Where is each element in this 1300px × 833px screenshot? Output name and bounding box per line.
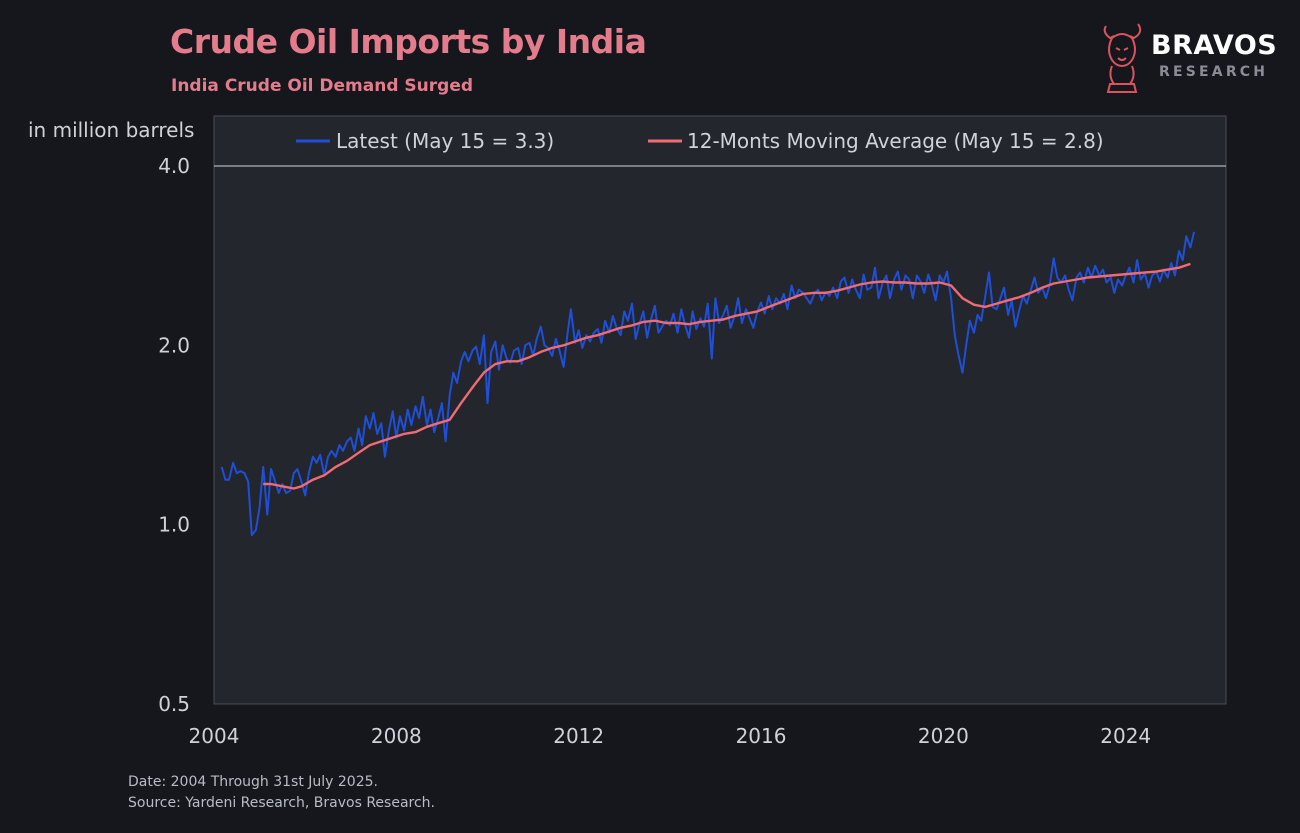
y-axis-ticks: 4.0 2.0 1.0 0.5 (158, 154, 190, 716)
x-tick-label: 2020 (918, 724, 969, 748)
legend[interactable]: Latest (May 15 = 3.3) 12-Monts Moving Av… (296, 129, 1104, 153)
y-tick-label: 1.0 (158, 513, 190, 537)
chart-subtitle: India Crude Oil Demand Surged (171, 76, 474, 96)
y-tick-label: 2.0 (158, 333, 190, 357)
x-axis-ticks: 2004 2008 2012 2016 2020 2024 (189, 724, 1152, 748)
brand-tagline: RESEARCH (1159, 64, 1269, 80)
x-tick-label: 2004 (189, 724, 240, 748)
legend-label-moving-average: 12-Monts Moving Average (May 15 = 2.8) (687, 129, 1104, 153)
brand-logo (1098, 16, 1288, 100)
x-tick-label: 2024 (1100, 724, 1151, 748)
y-tick-label: 4.0 (158, 154, 190, 178)
footer-notes: Date: 2004 Through 31st July 2025. Sourc… (128, 772, 435, 814)
series-lines (220, 231, 1196, 537)
y-axis-unit-label: in million barrels (28, 118, 195, 142)
brand-name: BRAVOS (1151, 30, 1278, 61)
series-line-latest (220, 231, 1196, 537)
x-tick-label: 2012 (553, 724, 604, 748)
date-note: Date: 2004 Through 31st July 2025. (128, 774, 378, 790)
x-tick-label: 2016 (736, 724, 787, 748)
series-line-moving-average (263, 262, 1191, 490)
y-tick-label: 0.5 (158, 692, 190, 716)
plot-area (213, 115, 1227, 705)
bull-knight-icon (1103, 23, 1142, 93)
chart-title: Crude Oil Imports by India (170, 22, 647, 61)
source-note: Source: Yardeni Research, Bravos Researc… (128, 795, 435, 811)
x-tick-label: 2008 (371, 724, 422, 748)
legend-label-latest: Latest (May 15 = 3.3) (336, 129, 554, 153)
